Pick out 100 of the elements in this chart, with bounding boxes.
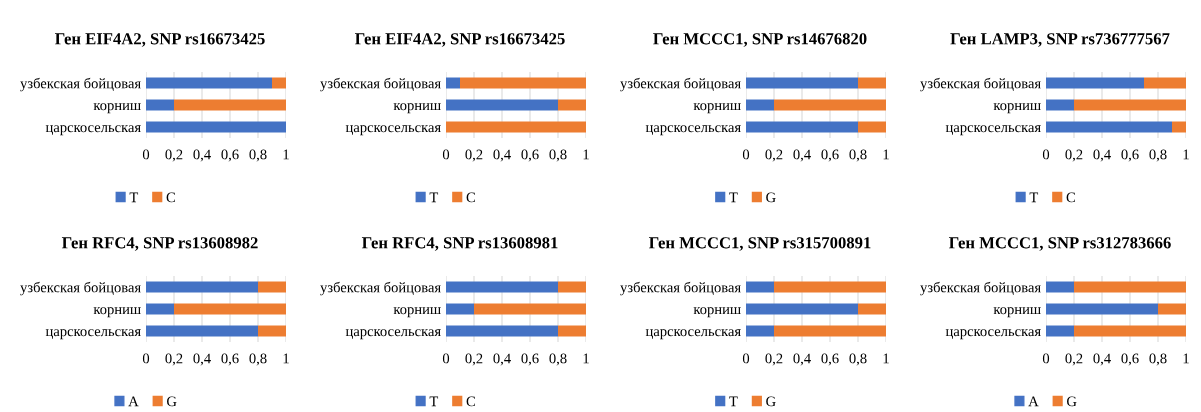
bar [146, 281, 258, 293]
y-tick-label: корниш [993, 103, 1041, 114]
bar [558, 281, 586, 293]
legend-label: G [1067, 396, 1077, 407]
bar [446, 99, 558, 111]
chart-title: Ген MCCC1, SNP rs14676820 [653, 33, 867, 47]
x-tick-label: 0,6 [521, 353, 539, 366]
y-tick-label: корниш [393, 103, 441, 114]
y-tick-label: узбекская бойцовая [320, 77, 441, 92]
legend-label: C [1066, 192, 1075, 203]
y-tick-label: корниш [993, 307, 1041, 318]
bar [146, 121, 286, 133]
x-tick-label: 1 [583, 149, 589, 160]
bar [1158, 303, 1186, 315]
x-tick-label: 0,8 [849, 353, 867, 366]
bar [446, 121, 586, 133]
x-tick-label: 0 [1042, 149, 1050, 160]
bar [1046, 121, 1172, 133]
x-tick-label: 0 [742, 353, 750, 364]
x-tick-label: 0,8 [249, 353, 267, 366]
x-tick-label: 0,2 [165, 353, 183, 366]
bar [1074, 99, 1186, 111]
bar [746, 281, 774, 293]
legend-label: A [1028, 396, 1039, 407]
bar [1046, 325, 1074, 337]
bar [446, 303, 474, 315]
bar [746, 99, 774, 111]
x-tick-label: 0,6 [521, 149, 539, 162]
y-tick-label: узбекская бойцовая [20, 281, 141, 296]
x-tick-label: 0,4 [793, 149, 811, 162]
y-tick-label: узбекская бойцовая [620, 281, 741, 296]
x-tick-label: 0 [742, 149, 750, 160]
bar [146, 77, 272, 89]
bar [558, 99, 586, 111]
x-tick-label: 1 [883, 353, 889, 364]
x-tick-label: 0,4 [793, 353, 811, 366]
legend-label: T [429, 192, 439, 203]
bar [1144, 77, 1186, 89]
legend-label: C [166, 192, 175, 203]
chart-title: Ген EIF4A2, SNP rs16673425 [55, 33, 265, 47]
bar [746, 325, 774, 337]
y-tick-label: узбекская бойцовая [320, 281, 441, 296]
chart-title: Ген RFC4, SNP rs13608981 [361, 237, 558, 251]
x-tick-label: 0,4 [1093, 149, 1111, 162]
y-tick-label: царскосельская [345, 125, 441, 136]
legend-label: T [129, 192, 139, 203]
y-tick-label: узбекская бойцовая [20, 77, 141, 92]
x-tick-label: 0 [1042, 353, 1050, 364]
bar [1074, 325, 1186, 337]
x-tick-label: 0,4 [193, 353, 211, 366]
x-tick-label: 0,2 [765, 149, 783, 162]
bar [146, 325, 258, 337]
x-tick-label: 0,2 [765, 353, 783, 366]
legend-label: T [1029, 192, 1039, 203]
x-tick-label: 0,6 [1121, 353, 1139, 366]
chart-title: Ген EIF4A2, SNP rs16673425 [355, 33, 565, 47]
bar [474, 303, 586, 315]
bar [146, 99, 174, 111]
bar [1074, 281, 1186, 293]
legend-label: G [167, 396, 177, 407]
y-tick-label: корниш [93, 103, 141, 114]
x-tick-label: 0 [442, 149, 450, 160]
bar [446, 77, 460, 89]
bar [858, 77, 886, 89]
y-tick-label: узбекская бойцовая [620, 77, 741, 92]
x-tick-label: 0,4 [1093, 353, 1111, 366]
x-tick-label: 0,2 [165, 149, 183, 162]
bar [1046, 99, 1074, 111]
x-tick-label: 0 [142, 149, 150, 160]
bar [446, 325, 558, 337]
bar [1046, 303, 1158, 315]
x-tick-label: 1 [883, 149, 889, 160]
bar [1046, 77, 1144, 89]
x-tick-label: 0,2 [1065, 353, 1083, 366]
bar [774, 325, 886, 337]
x-tick-label: 0,6 [821, 149, 839, 162]
y-tick-label: царскосельская [945, 329, 1041, 340]
bar [1046, 281, 1074, 293]
x-tick-label: 0 [442, 353, 450, 364]
legend-label: C [466, 396, 475, 407]
bar [858, 303, 886, 315]
chart-title: Ген LAMP3, SNP rs736777567 [950, 33, 1170, 47]
legend-label: G [766, 396, 776, 407]
legend-label: T [429, 396, 439, 407]
bar [174, 99, 286, 111]
x-tick-label: 0,6 [1121, 149, 1139, 162]
x-tick-label: 1 [583, 353, 589, 364]
x-tick-label: 1 [1183, 353, 1189, 364]
y-tick-label: узбекская бойцовая [920, 281, 1041, 296]
x-tick-label: 0,8 [249, 149, 267, 162]
bar [774, 281, 886, 293]
legend-label: T [729, 396, 738, 407]
chart-title: Ген MCCC1, SNP rs315700891 [648, 237, 871, 251]
y-tick-label: узбекская бойцовая [920, 77, 1041, 92]
legend-label: C [466, 192, 475, 203]
bar [746, 303, 858, 315]
x-tick-label: 0,4 [193, 149, 211, 162]
bar [558, 325, 586, 337]
x-tick-label: 0,6 [221, 149, 239, 162]
y-tick-label: царскосельская [645, 125, 741, 136]
